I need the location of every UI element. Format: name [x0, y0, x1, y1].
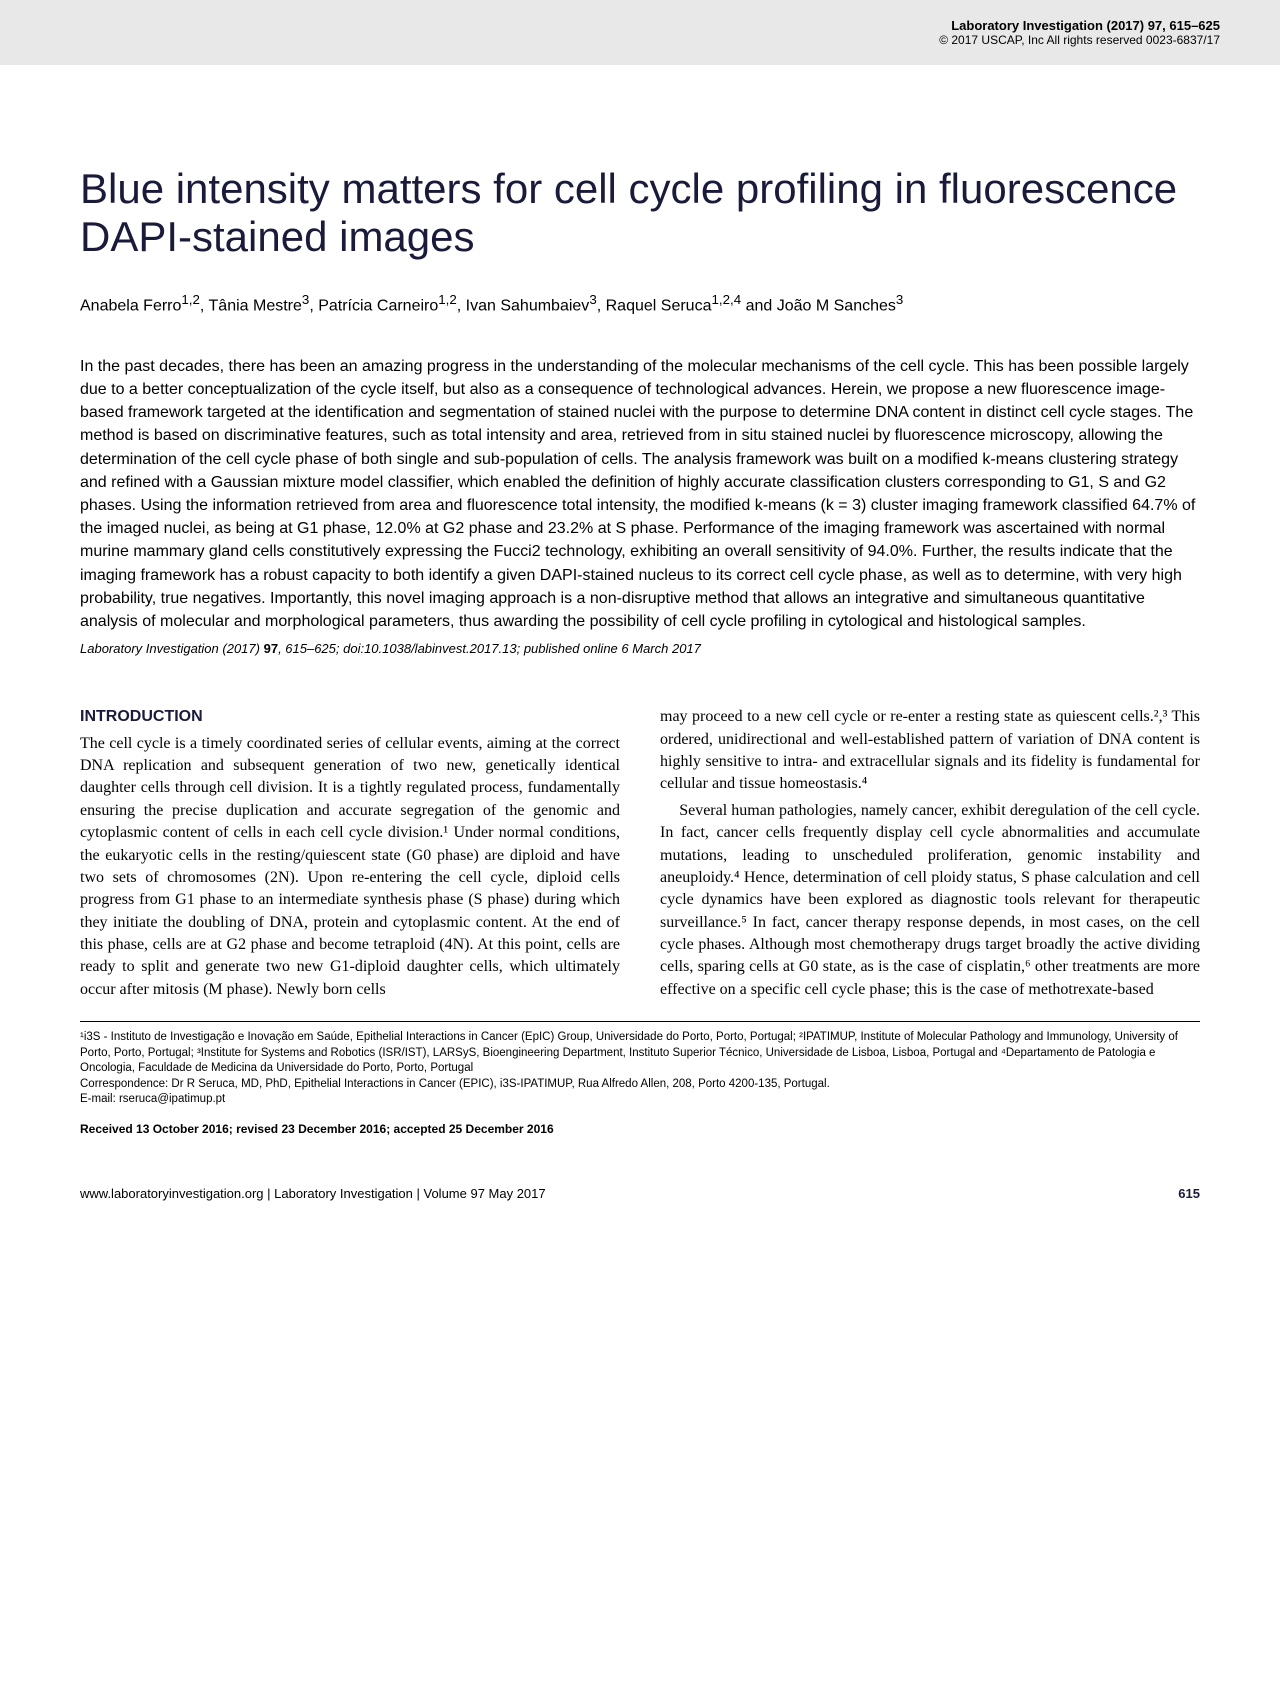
introduction-heading: INTRODUCTION [80, 706, 620, 728]
citation-year: (2017) [222, 641, 260, 656]
author-list: Anabela Ferro1,2, Tânia Mestre3, Patríci… [80, 292, 1200, 315]
journal-citation: Laboratory Investigation (2017) 97, 615–… [60, 18, 1220, 33]
page-number: 615 [1178, 1186, 1200, 1201]
copyright-line: © 2017 USCAP, Inc All rights reserved 00… [60, 33, 1220, 47]
journal-header: Laboratory Investigation (2017) 97, 615–… [0, 0, 1280, 65]
footer-left: www.laboratoryinvestigation.org | Labora… [80, 1186, 546, 1201]
intro-para-1: The cell cycle is a timely coordinated s… [80, 733, 620, 1002]
right-column: may proceed to a new cell cycle or re-en… [660, 706, 1200, 1001]
body-columns: INTRODUCTION The cell cycle is a timely … [80, 706, 1200, 1001]
citation-pages: , 615–625; doi:10.1038/labinvest.2017.13… [278, 641, 701, 656]
received-dates: Received 13 October 2016; revised 23 Dec… [80, 1122, 1200, 1136]
citation-journal: Laboratory Investigation [80, 641, 219, 656]
left-column: INTRODUCTION The cell cycle is a timely … [80, 706, 620, 1001]
intro-para-2: may proceed to a new cell cycle or re-en… [660, 706, 1200, 796]
footnote-divider [80, 1021, 1200, 1022]
affiliations: ¹i3S - Instituto de Investigação e Inova… [80, 1030, 1200, 1077]
main-content: Blue intensity matters for cell cycle pr… [0, 65, 1280, 1156]
email: E-mail: rseruca@ipatimup.pt [80, 1092, 1200, 1108]
abstract-text: In the past decades, there has been an a… [80, 355, 1200, 633]
citation-volume: 97 [264, 641, 278, 656]
article-title: Blue intensity matters for cell cycle pr… [80, 165, 1200, 262]
citation-line: Laboratory Investigation (2017) 97, 615–… [80, 641, 1200, 656]
correspondence: Correspondence: Dr R Seruca, MD, PhD, Ep… [80, 1077, 1200, 1093]
page-footer: www.laboratoryinvestigation.org | Labora… [0, 1156, 1280, 1241]
intro-para-3: Several human pathologies, namely cancer… [660, 800, 1200, 1002]
